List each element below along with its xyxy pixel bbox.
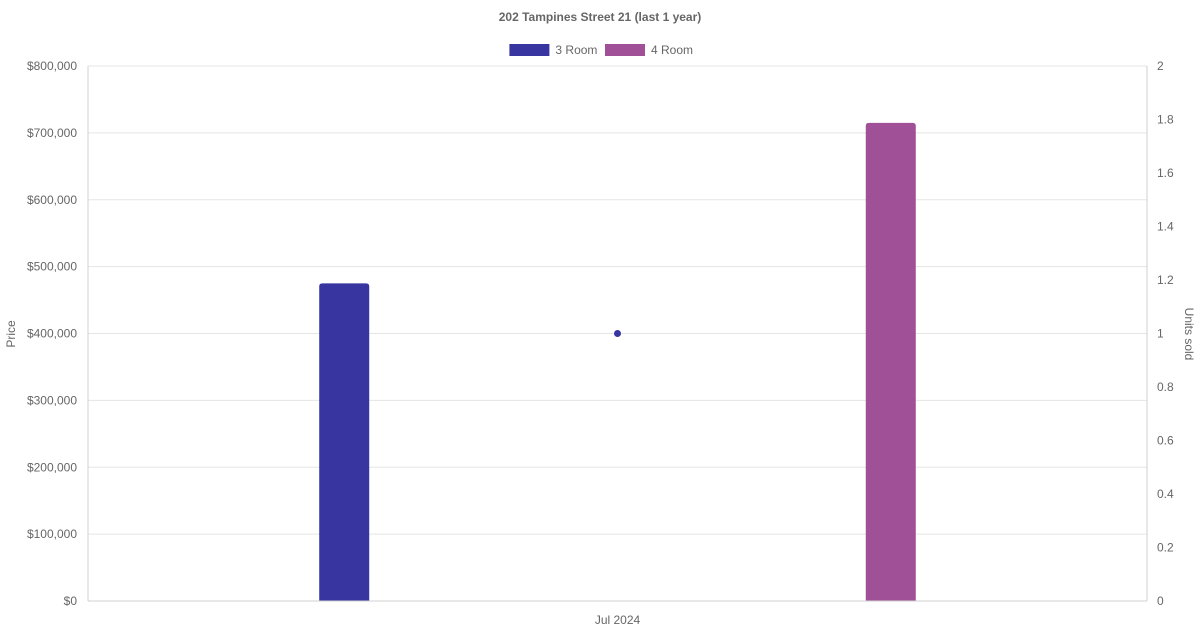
y-tick-label: $400,000 bbox=[27, 327, 77, 341]
y-right-tick-label: 0.2 bbox=[1157, 541, 1174, 555]
legend-swatch bbox=[509, 44, 550, 56]
y-right-tick-label: 1.2 bbox=[1157, 273, 1174, 287]
legend-label: 3 Room bbox=[555, 43, 597, 57]
chart-title: 202 Tampines Street 21 (last 1 year) bbox=[499, 10, 702, 24]
y-axis-right-title: Units sold bbox=[1182, 308, 1196, 361]
bar-4-room bbox=[865, 122, 916, 601]
y-right-tick-label: 0.8 bbox=[1157, 380, 1174, 394]
y-right-tick-label: 1 bbox=[1157, 327, 1164, 341]
y-tick-label: $800,000 bbox=[27, 59, 77, 73]
left-axis-ticks: $0 $100,000 $200,000 $300,000 $400,000 $500,0… bbox=[27, 59, 77, 608]
y-tick-label: $700,000 bbox=[27, 126, 77, 140]
y-right-tick-label: 0.6 bbox=[1157, 434, 1174, 448]
y-right-tick-label: 1.8 bbox=[1157, 113, 1174, 127]
right-axis-ticks: 0 0.2 0.4 0.6 0.8 1 1.2 1.4 1.6 1.8 2 bbox=[1157, 59, 1174, 608]
y-right-tick-label: 0 bbox=[1157, 594, 1164, 608]
legend: 3 Room 4 Room bbox=[509, 43, 693, 57]
y-right-tick-label: 1.4 bbox=[1157, 220, 1174, 234]
y-tick-label: $600,000 bbox=[27, 193, 77, 207]
units-sold-points bbox=[614, 330, 621, 337]
y-right-tick-label: 2 bbox=[1157, 59, 1164, 73]
y-right-tick-label: 0.4 bbox=[1157, 487, 1174, 501]
y-axis-title: Price bbox=[4, 320, 18, 348]
y-tick-label: $100,000 bbox=[27, 527, 77, 541]
legend-label: 4 Room bbox=[651, 43, 693, 57]
y-tick-label: $0 bbox=[64, 594, 78, 608]
legend-item-3-room[interactable]: 3 Room bbox=[509, 43, 597, 57]
x-tick-label: Jul 2024 bbox=[595, 613, 641, 627]
legend-swatch bbox=[605, 44, 645, 56]
y-tick-label: $200,000 bbox=[27, 460, 77, 474]
units-sold-point bbox=[614, 330, 621, 337]
x-axis-ticks: Jul 2024 bbox=[595, 613, 641, 627]
y-tick-label: $500,000 bbox=[27, 260, 77, 274]
bars bbox=[319, 122, 916, 601]
y-right-tick-label: 1.6 bbox=[1157, 166, 1174, 180]
bar-3-room bbox=[319, 283, 370, 601]
y-tick-label: $300,000 bbox=[27, 393, 77, 407]
legend-item-4-room[interactable]: 4 Room bbox=[605, 43, 693, 57]
